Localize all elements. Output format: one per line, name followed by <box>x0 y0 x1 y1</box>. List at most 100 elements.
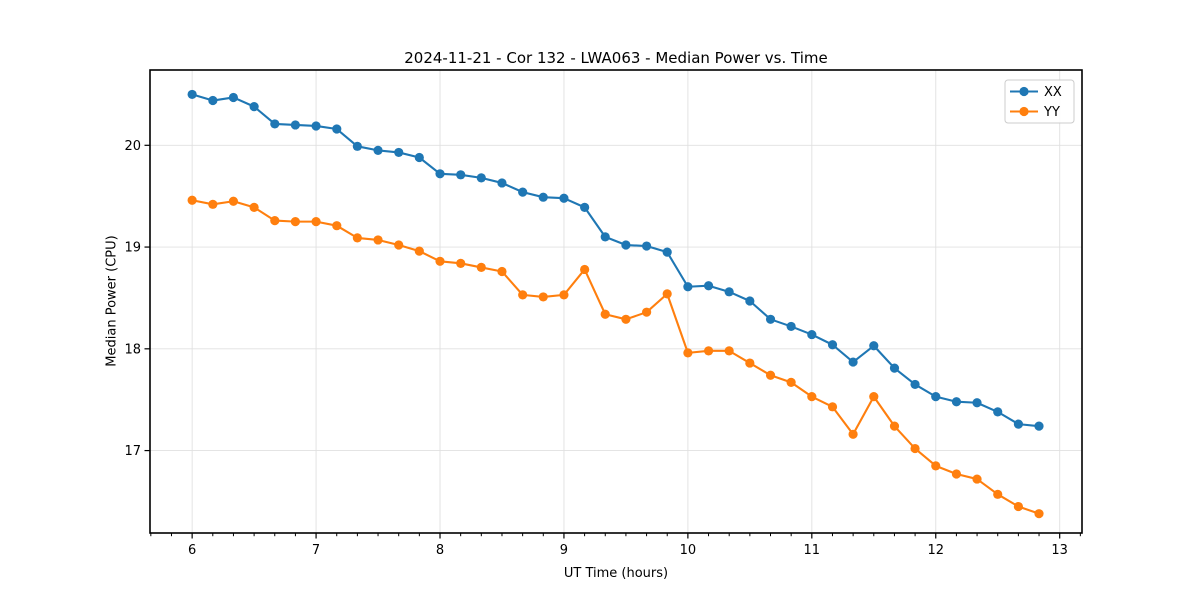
series-marker-YY <box>1013 501 1024 512</box>
series-marker-YY <box>290 217 300 227</box>
series-marker-YY <box>249 202 259 212</box>
series-marker-YY <box>662 289 672 299</box>
series-marker-XX <box>332 124 342 134</box>
series-marker-XX <box>910 379 920 390</box>
series-marker-YY <box>827 402 838 412</box>
x-tick-label: 11 <box>804 543 821 558</box>
series-marker-XX <box>724 287 734 297</box>
series-marker-XX <box>993 407 1003 417</box>
legend-box <box>1004 79 1075 124</box>
series-marker-XX <box>476 173 486 183</box>
series-marker-XX <box>1013 419 1024 429</box>
series-marker-YY <box>311 217 321 227</box>
series-marker-YY <box>848 429 858 439</box>
y-tick-label: 17 <box>124 444 141 459</box>
series-marker-XX <box>187 89 197 100</box>
series-marker-XX <box>538 192 548 202</box>
series-marker-XX <box>600 232 610 242</box>
series-marker-YY <box>642 307 652 317</box>
series-marker-XX <box>765 314 776 324</box>
series-marker-XX <box>621 240 631 250</box>
series-marker-XX <box>580 202 590 212</box>
series-marker-YY <box>559 290 569 300</box>
series-line-XX <box>191 93 1041 428</box>
series-marker-YY <box>786 377 796 387</box>
y-tick-label: 20 <box>124 139 141 154</box>
series-marker-XX <box>703 281 714 291</box>
series-marker-YY <box>745 358 755 368</box>
series-marker-YY <box>435 256 445 266</box>
series-marker-XX <box>848 357 858 367</box>
series-marker-XX <box>972 398 982 408</box>
series-marker-YY <box>518 290 528 300</box>
series-marker-XX <box>208 95 218 106</box>
series-marker-YY <box>538 292 548 302</box>
series-marker-YY <box>352 233 362 243</box>
series-marker-YY <box>807 392 817 402</box>
series-marker-XX <box>311 121 321 131</box>
series-marker-YY <box>456 258 466 268</box>
series-marker-XX <box>290 120 300 130</box>
x-tick-label: 6 <box>188 543 196 558</box>
series-marker-XX <box>497 178 507 188</box>
x-tick-label: 7 <box>312 543 320 558</box>
series-marker-YY <box>993 489 1003 499</box>
chart-title: 2024-11-21 - Cor 132 - LWA063 - Median P… <box>404 49 828 67</box>
x-tick-label: 9 <box>560 543 568 558</box>
series-marker-YY <box>476 262 486 273</box>
series-marker-YY <box>683 348 693 358</box>
series-marker-YY <box>600 309 610 319</box>
series-marker-YY <box>414 246 424 256</box>
series-marker-XX <box>435 169 445 179</box>
series-marker-YY <box>270 216 280 226</box>
y-tick-label: 19 <box>124 241 141 256</box>
series-marker-XX <box>786 321 796 332</box>
series-marker-YY <box>621 314 631 324</box>
series-marker-YY <box>724 346 734 356</box>
x-tick-label: 13 <box>1051 543 1068 558</box>
series-marker-YY <box>703 346 714 356</box>
series-marker-XX <box>745 296 755 306</box>
x-tick-label: 10 <box>680 543 697 558</box>
series-marker-XX <box>352 141 362 151</box>
series-marker-XX <box>642 241 652 251</box>
legend-label-XX: XX <box>1044 85 1062 100</box>
series-marker-YY <box>765 370 776 380</box>
series-marker-YY <box>228 196 239 206</box>
series-marker-YY <box>1034 509 1044 519</box>
series-marker-XX <box>807 329 817 340</box>
series-marker-XX <box>414 152 424 163</box>
series-marker-XX <box>518 187 528 197</box>
x-axis-label: UT Time (hours) <box>563 566 669 581</box>
legend-label-YY: YY <box>1043 105 1060 120</box>
series-marker-YY <box>931 461 941 471</box>
series-marker-XX <box>889 363 900 373</box>
series-marker-XX <box>270 119 280 129</box>
x-tick-label: 8 <box>436 543 444 558</box>
series-marker-XX <box>394 147 404 158</box>
y-tick-label: 18 <box>124 342 141 357</box>
series-marker-XX <box>228 92 239 103</box>
y-axis-label: Median Power (CPU) <box>104 235 120 367</box>
series-marker-XX <box>456 170 466 180</box>
series-marker-XX <box>869 341 879 351</box>
series-marker-YY <box>869 392 879 402</box>
series-marker-YY <box>332 221 342 231</box>
series-marker-YY <box>910 443 920 454</box>
series-marker-YY <box>373 235 383 245</box>
x-tick-label: 12 <box>927 543 944 558</box>
series-marker-XX <box>373 145 383 155</box>
series-marker-XX <box>951 397 962 407</box>
legend-marker-XX <box>1019 86 1029 97</box>
series-marker-XX <box>683 282 693 292</box>
series-marker-YY <box>497 266 507 277</box>
series-marker-XX <box>559 193 569 203</box>
series-marker-YY <box>580 264 590 275</box>
series-marker-YY <box>208 199 218 209</box>
series-marker-YY <box>187 195 197 205</box>
series-marker-XX <box>1034 421 1044 431</box>
series-marker-YY <box>889 421 900 431</box>
series-marker-XX <box>827 340 838 350</box>
